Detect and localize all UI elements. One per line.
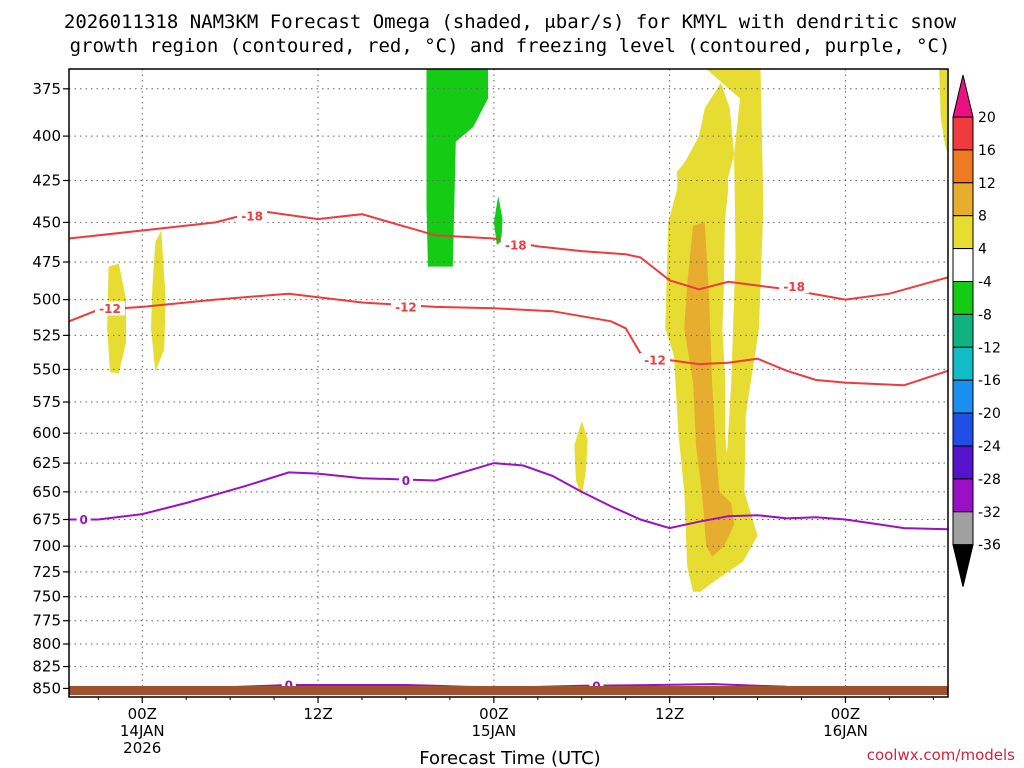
contour-label-bg-1-1 <box>390 299 421 314</box>
y-tick-label-675: 675 <box>32 511 61 529</box>
y-tick-label-650: 650 <box>32 483 61 501</box>
colorbar-label-13: -36 <box>978 538 1001 554</box>
colorbar-label-9: -20 <box>978 406 1001 422</box>
y-tick-label-500: 500 <box>32 291 61 309</box>
plot-frame <box>68 68 949 698</box>
contour-line-1 <box>68 292 949 387</box>
grid-lines <box>69 69 948 697</box>
x-tick-label-48-1: 16JAN <box>823 722 868 740</box>
colorbar-swatch-9 <box>952 379 974 414</box>
y-tick-label-750: 750 <box>32 588 61 606</box>
plot-area: -18-18-18-12-12-120000 <box>68 68 949 698</box>
contour-label-bg-0-1 <box>500 237 531 252</box>
contour-label-bg-1-2 <box>640 353 670 368</box>
y-tick-label-850: 850 <box>32 679 61 697</box>
y-tick-label-625: 625 <box>32 454 61 472</box>
contour-label-0-0: -18 <box>241 209 263 223</box>
omega-shade-yellow-b <box>151 230 166 373</box>
contour-line-2 <box>69 462 949 531</box>
omega-shade-green-main <box>426 69 488 267</box>
contour-label-1-1: -12 <box>395 300 417 314</box>
colorbar-swatch-6 <box>952 281 974 315</box>
y-tick-label-700: 700 <box>32 537 61 555</box>
colorbar-swatch-11 <box>952 445 974 480</box>
x-tick-label-24-0: 00Z <box>479 705 508 723</box>
y-tick-label-450: 450 <box>32 213 61 231</box>
credit-text: coolwx.com/models <box>867 746 1015 764</box>
omega-shade-orange <box>684 222 735 557</box>
x-axis-title: Forecast Time (UTC) <box>419 748 600 768</box>
omega-shade-yellow-e <box>574 420 588 498</box>
chart-title-line-2: growth region (contoured, red, °C) and f… <box>70 35 951 57</box>
contour-label-1-2: -12 <box>644 354 666 368</box>
colorbar-swatch-12 <box>952 478 974 513</box>
colorbar-label-5: -4 <box>978 275 992 291</box>
y-tick-label-725: 725 <box>32 563 61 581</box>
colorbar-label-12: -32 <box>978 505 1001 521</box>
colorbar-swatch-2 <box>952 149 974 184</box>
contour-label-2-1: 0 <box>402 474 410 488</box>
omega-shade-yellow-a <box>107 263 127 374</box>
colorbar-swatch-5 <box>952 248 974 283</box>
colorbar-swatch-8 <box>952 346 974 381</box>
x-tick-label-12-0: 12Z <box>303 705 332 723</box>
colorbar-label-7: -12 <box>978 340 1001 356</box>
contour-label-2-0: 0 <box>79 513 87 527</box>
x-tick-label-0-1: 14JAN <box>120 722 165 740</box>
contour-label-3-0: 0 <box>285 678 293 692</box>
y-tick-label-425: 425 <box>32 172 61 190</box>
chart-title-line-1: 2026011318 NAM3KM Forecast Omega (shaded… <box>64 11 957 33</box>
contour-label-0-1: -18 <box>505 238 527 252</box>
y-tick-label-525: 525 <box>32 326 61 344</box>
x-tick-label-48-0: 00Z <box>831 705 860 723</box>
contour-label-bg-1-0 <box>95 301 126 316</box>
omega-shading <box>107 69 948 592</box>
colorbar-label-8: -16 <box>978 373 1001 389</box>
contour-label-bg-2-1 <box>398 473 413 488</box>
colorbar-label-1: 16 <box>978 143 996 159</box>
colorbar-label-0: 20 <box>978 110 996 126</box>
y-tick-label-550: 550 <box>32 360 61 378</box>
y-tick-label-825: 825 <box>32 658 61 676</box>
y-tick-label-775: 775 <box>32 612 61 630</box>
y-tick-label-400: 400 <box>32 127 61 145</box>
x-tick-label-24-1: 15JAN <box>471 722 516 740</box>
contour-label-bg-0-0 <box>237 208 268 223</box>
omega-shade-yellow-f <box>939 69 948 155</box>
colorbar: 20 16 12 8 4 -4 -8 -12 -16 -20 -24 -28 -32 -36 <box>952 74 1001 587</box>
colorbar-label-4: 4 <box>978 242 987 258</box>
colorbar-swatch-4 <box>952 215 974 250</box>
colorbar-label-10: -24 <box>978 439 1001 455</box>
colorbar-label-6: -8 <box>978 307 992 323</box>
colorbar-swatch-10 <box>952 412 974 447</box>
plot-background <box>69 69 948 697</box>
y-tick-label-375: 375 <box>32 80 61 98</box>
colorbar-swatch-1 <box>952 116 974 151</box>
contour-label-bg-0-2 <box>779 279 810 294</box>
contour-lines: -18-18-18-12-12-120000 <box>68 208 949 694</box>
colorbar-swatch-7 <box>952 313 974 348</box>
colorbar-swatch-14 <box>952 544 974 587</box>
contour-label-1-0: -12 <box>99 302 121 316</box>
x-tick-label-0-2: 2026 <box>123 739 161 757</box>
colorbar-label-11: -28 <box>978 472 1001 488</box>
contour-label-bg-2-0 <box>76 512 91 527</box>
colorbar-label-3: 8 <box>978 209 987 225</box>
x-tick-label-36-0: 12Z <box>655 705 684 723</box>
colorbar-swatch-0 <box>952 74 974 118</box>
ground-surface <box>69 686 948 695</box>
colorbar-label-2: 12 <box>978 176 996 192</box>
colorbar-swatch-13 <box>952 511 974 546</box>
omega-shade-green-small <box>493 195 503 245</box>
y-tick-label-800: 800 <box>32 635 61 653</box>
y-axis-ticks: 375 400 425 450 475 500 525 550 575 600 625 650 675 7… <box>32 80 69 697</box>
y-tick-label-600: 600 <box>32 424 61 442</box>
y-tick-label-575: 575 <box>32 393 61 411</box>
colorbar-swatch-3 <box>952 182 974 217</box>
contour-label-0-2: -18 <box>783 280 805 294</box>
x-tick-label-0-0: 00Z <box>128 705 157 723</box>
y-tick-label-475: 475 <box>32 253 61 271</box>
